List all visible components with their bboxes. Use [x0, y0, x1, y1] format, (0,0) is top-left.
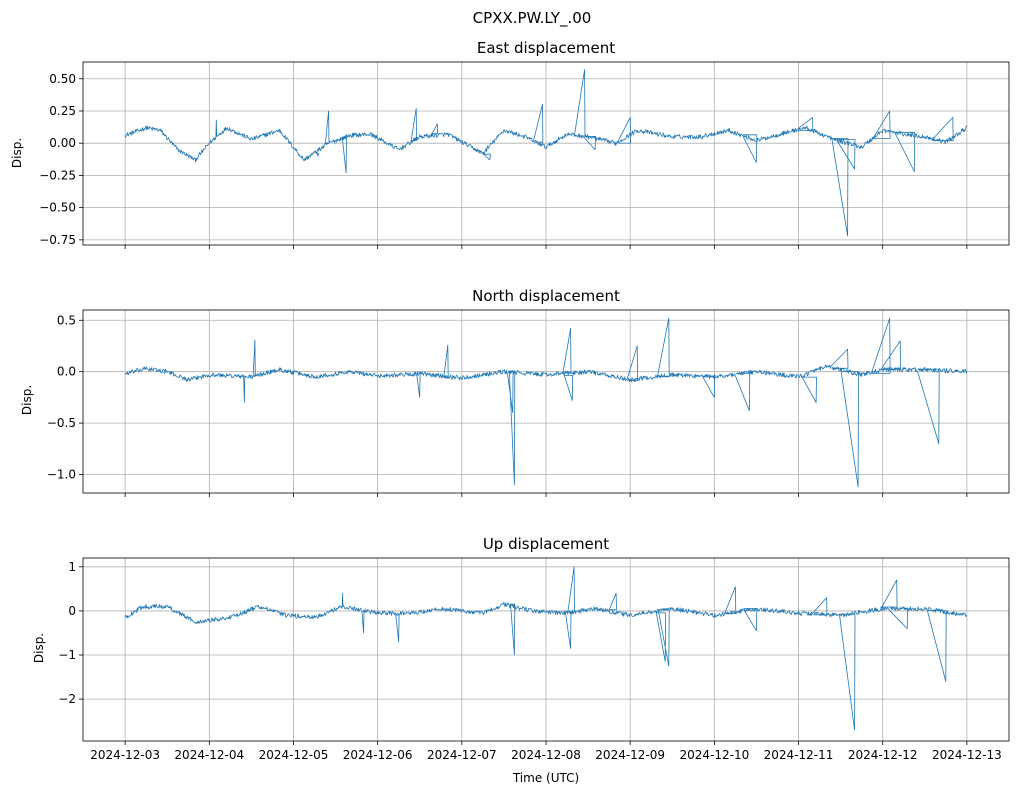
north-ytick-label: −0.5 — [47, 416, 76, 430]
north-panel: North displacement Disp. 0.5 0.0 −0.5 −1.0 — [20, 287, 1010, 497]
up-trace — [124, 566, 968, 731]
north-panel-ylabel: Disp. — [20, 385, 34, 415]
east-ytick-label: −0.50 — [39, 201, 76, 215]
east-trace — [124, 69, 968, 237]
up-ytick-label: 0 — [68, 604, 76, 618]
north-ytick-label: 0.0 — [57, 365, 76, 379]
east-panel-ylabel: Disp. — [10, 138, 24, 168]
x-tick-label: 2024-12-13 — [932, 748, 1002, 762]
x-tick-label: 2024-12-05 — [259, 748, 329, 762]
east-ytick-label: 0.50 — [49, 72, 76, 86]
up-ytick-label: 1 — [68, 560, 76, 574]
east-ytick-label: 0.25 — [49, 104, 76, 118]
east-panel-title: East displacement — [477, 39, 615, 57]
x-tick-label: 2024-12-09 — [595, 748, 665, 762]
up-panel-ylabel: Disp. — [32, 633, 46, 663]
x-tick-label: 2024-12-06 — [343, 748, 413, 762]
east-panel: East displacement Disp. 0.50 0.25 0.00 −0.2… — [10, 39, 1010, 249]
figure-suptitle: CPXX.PW.LY_.00 — [473, 9, 592, 28]
up-ytick-label: −1 — [58, 648, 76, 662]
east-axes-frame — [82, 61, 1010, 246]
x-tick-label: 2024-12-04 — [174, 748, 244, 762]
east-ytick-label: −0.25 — [39, 168, 76, 182]
x-tick-label: 2024-12-12 — [848, 748, 918, 762]
north-trace — [124, 317, 968, 488]
north-axes-frame — [82, 309, 1010, 494]
up-panel-title: Up displacement — [483, 535, 609, 553]
north-ytick-label: 0.5 — [57, 313, 76, 327]
x-tick-label: 2024-12-07 — [427, 748, 497, 762]
x-tick-label: 2024-12-03 — [90, 748, 160, 762]
up-axes-frame — [82, 557, 1010, 742]
x-tick-label: 2024-12-11 — [764, 748, 834, 762]
north-panel-title: North displacement — [472, 287, 620, 305]
up-panel-xlabel: Time (UTC) — [512, 771, 579, 785]
east-ytick-label: 0.00 — [49, 136, 76, 150]
up-ytick-label: −2 — [58, 692, 76, 706]
x-tick-label: 2024-12-10 — [679, 748, 749, 762]
east-ytick-label: −0.75 — [39, 233, 76, 247]
x-tick-label: 2024-12-08 — [511, 748, 581, 762]
north-ytick-label: −1.0 — [47, 467, 76, 481]
up-panel: Up displacement Disp. Time (UTC) 1 0 −1 −2 2… — [32, 535, 1010, 785]
